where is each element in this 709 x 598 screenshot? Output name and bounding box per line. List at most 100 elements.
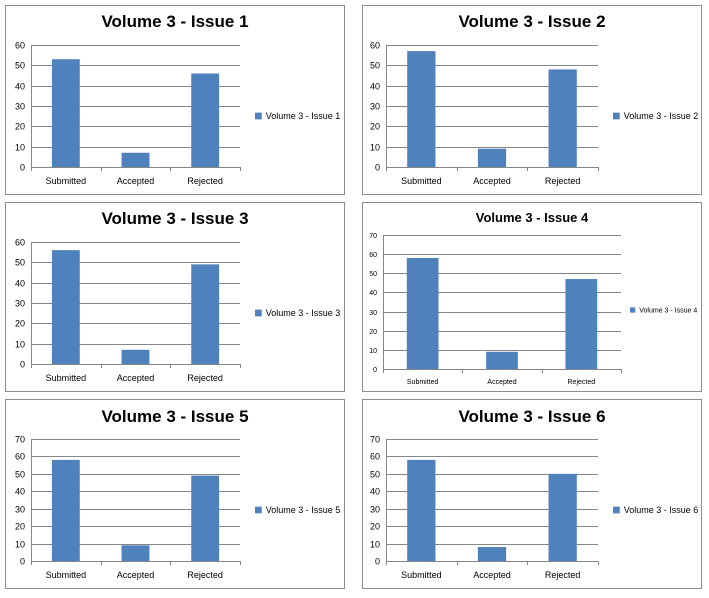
y-tick-label: 30 (15, 505, 25, 515)
x-tick-label: Rejected (545, 176, 581, 186)
y-tick-label: 0 (20, 163, 25, 173)
y-tick-label: 40 (15, 487, 25, 497)
x-tick-label: Submitted (46, 373, 87, 383)
chart-title: Volume 3 - Issue 4 (476, 210, 589, 225)
x-tick-label: Rejected (568, 379, 596, 386)
y-tick-label: 70 (15, 435, 25, 445)
y-tick-label: 20 (369, 329, 377, 336)
bar-rejected (548, 473, 577, 561)
y-tick-label: 10 (15, 540, 25, 550)
y-tick-label: 50 (15, 61, 25, 71)
legend-swatch (613, 112, 620, 120)
chart-svg: Volume 3 - Issue 1 0 10 20 30 40 50 60 Submitted… (15, 12, 341, 186)
y-tick-label: 20 (15, 522, 25, 532)
y-tick-label: 40 (369, 290, 377, 297)
chart-svg: Volume 3 - Issue 4 0 10 20 30 40 50 60 70 Submitt… (369, 210, 697, 386)
bar-rejected (191, 73, 220, 167)
bar-submitted (407, 51, 436, 167)
legend-label: Volume 3 - Issue 1 (266, 111, 341, 121)
legend-label: Volume 3 - Issue 4 (639, 307, 697, 314)
x-tick-label: Rejected (187, 373, 223, 383)
legend-swatch (630, 307, 636, 313)
bar-accepted (121, 545, 150, 561)
y-tick-label: 60 (369, 252, 377, 259)
bar-rejected (565, 279, 598, 369)
x-tick-label: Accepted (117, 570, 155, 580)
chart-panel-3: Volume 3 - Issue 3 0 10 20 30 40 50 60 Submitted… (5, 202, 345, 392)
y-tick-label: 10 (370, 143, 380, 153)
y-tick-label: 0 (375, 163, 380, 173)
bar-submitted (51, 59, 80, 167)
x-tick-label: Rejected (187, 176, 223, 186)
legend-swatch (255, 309, 262, 317)
x-tick-label: Submitted (401, 570, 442, 580)
x-tick-label: Accepted (473, 176, 511, 186)
x-tick-label: Rejected (545, 570, 581, 580)
legend-swatch (255, 112, 262, 120)
chart-panel-2: Volume 3 - Issue 2 0 10 20 30 40 50 60 Submitted… (362, 5, 702, 195)
y-tick-label: 10 (369, 348, 377, 355)
bar-accepted (477, 148, 507, 167)
x-tick-label: Accepted (473, 570, 511, 580)
y-tick-label: 30 (15, 102, 25, 112)
y-tick-label: 50 (370, 61, 380, 71)
legend-label: Volume 3 - Issue 6 (624, 505, 699, 515)
legend-swatch (255, 506, 262, 514)
bar-submitted (407, 459, 436, 561)
y-tick-label: 40 (15, 82, 25, 92)
legend-label: Volume 3 - Issue 3 (266, 308, 341, 318)
x-tick-label: Rejected (187, 570, 223, 580)
bar-submitted (51, 459, 80, 561)
legend-swatch (613, 506, 620, 514)
bar-accepted (486, 351, 518, 369)
chart-title: Volume 3 - Issue 5 (101, 407, 248, 426)
legend-label: Volume 3 - Issue 5 (266, 505, 341, 515)
y-tick-label: 20 (370, 122, 380, 132)
y-tick-label: 20 (15, 122, 25, 132)
y-tick-label: 10 (15, 143, 25, 153)
chart-panel-5: Volume 3 - Issue 5 0 10 20 30 40 50 60 70 Submitt… (5, 399, 345, 589)
x-tick-label: Submitted (407, 379, 439, 386)
bar-accepted (121, 152, 150, 167)
chart-panel-4: Volume 3 - Issue 4 0 10 20 30 40 50 60 70 Submitt… (362, 202, 702, 392)
y-tick-label: 40 (15, 279, 25, 289)
y-tick-label: 20 (15, 319, 25, 329)
bar-submitted (406, 257, 439, 369)
y-tick-label: 50 (369, 271, 377, 278)
chart-svg: Volume 3 - Issue 5 0 10 20 30 40 50 60 70 Submitt… (15, 407, 341, 580)
chart-panel-1: Volume 3 - Issue 1 0 10 20 30 40 50 60 Submitted… (5, 5, 345, 195)
bar-accepted (477, 547, 507, 561)
chart-panel-6: Volume 3 - Issue 6 0 10 20 30 40 50 60 70 Submitt… (362, 399, 702, 589)
y-tick-label: 0 (20, 557, 25, 567)
chart-svg: Volume 3 - Issue 2 0 10 20 30 40 50 60 Submitted… (370, 12, 699, 186)
chart-svg: Volume 3 - Issue 6 0 10 20 30 40 50 60 70 Submitt… (370, 407, 699, 580)
y-tick-label: 30 (369, 310, 377, 317)
y-tick-label: 60 (15, 41, 25, 51)
x-tick-label: Accepted (117, 373, 155, 383)
y-tick-label: 70 (370, 435, 380, 445)
y-tick-label: 50 (15, 258, 25, 268)
y-tick-label: 0 (375, 557, 380, 567)
bar-submitted (51, 250, 80, 364)
chart-title: Volume 3 - Issue 3 (101, 209, 248, 228)
y-tick-label: 30 (370, 102, 380, 112)
y-tick-label: 60 (370, 41, 380, 51)
y-tick-label: 40 (370, 82, 380, 92)
legend-label: Volume 3 - Issue 2 (624, 111, 699, 121)
chart-svg: Volume 3 - Issue 3 0 10 20 30 40 50 60 Submitted… (15, 209, 341, 383)
y-tick-label: 70 (369, 233, 377, 240)
chart-title: Volume 3 - Issue 1 (101, 12, 248, 31)
y-tick-label: 30 (370, 505, 380, 515)
bar-accepted (121, 349, 150, 364)
x-tick-label: Accepted (487, 379, 516, 386)
y-tick-label: 10 (15, 340, 25, 350)
y-tick-label: 60 (15, 238, 25, 248)
y-tick-label: 20 (370, 522, 380, 532)
y-tick-label: 30 (15, 299, 25, 309)
bar-rejected (191, 264, 220, 364)
y-tick-label: 0 (20, 360, 25, 370)
chart-title: Volume 3 - Issue 2 (458, 12, 605, 31)
y-tick-label: 50 (15, 470, 25, 480)
x-tick-label: Submitted (401, 176, 442, 186)
